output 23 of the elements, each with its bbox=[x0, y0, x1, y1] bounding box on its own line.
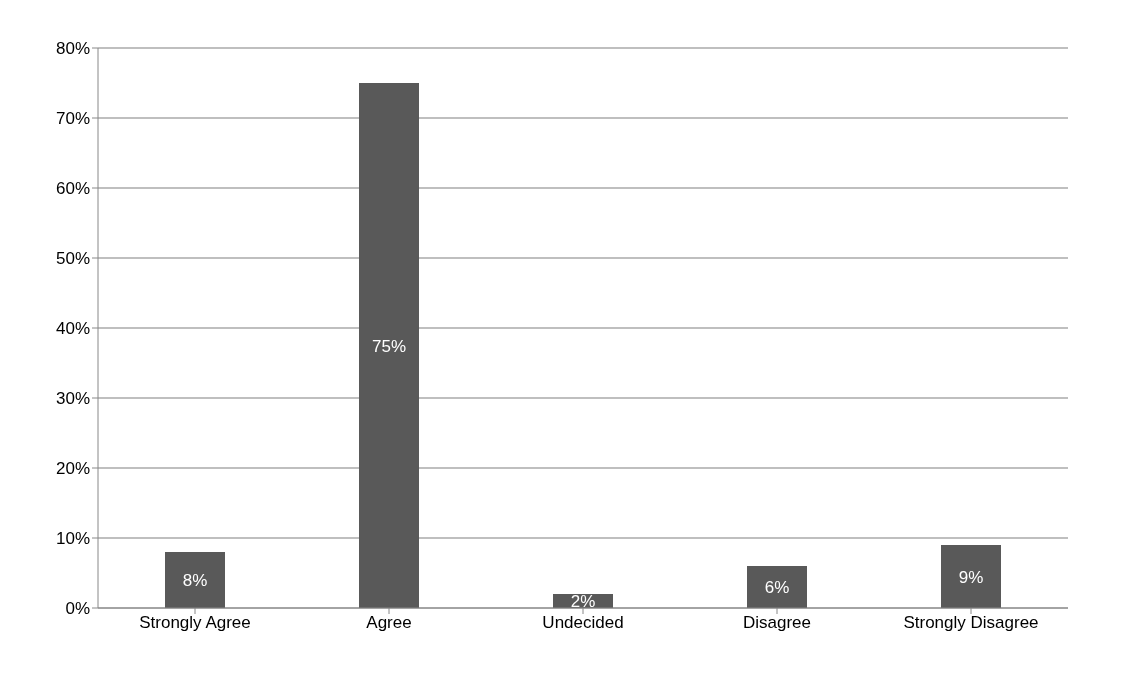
y-tick-label: 50% bbox=[55, 249, 90, 269]
bar bbox=[359, 83, 419, 608]
y-tick-label: 70% bbox=[55, 109, 90, 129]
bar bbox=[941, 545, 1001, 608]
data-label: 8% bbox=[182, 571, 208, 591]
y-tick-label: 10% bbox=[55, 529, 90, 549]
data-label: 75% bbox=[371, 336, 407, 356]
data-label: 6% bbox=[764, 578, 790, 598]
y-tick-label: 0% bbox=[65, 599, 90, 619]
x-tick-label: Agree bbox=[366, 613, 412, 633]
y-tick-label: 60% bbox=[55, 179, 90, 199]
y-tick-label: 40% bbox=[55, 319, 90, 339]
bar bbox=[165, 552, 225, 608]
bar bbox=[747, 566, 807, 608]
x-tick-label: Disagree bbox=[742, 613, 812, 633]
x-tick-label: Undecided bbox=[542, 613, 624, 633]
y-tick-label: 20% bbox=[55, 459, 90, 479]
y-tick-label: 30% bbox=[55, 389, 90, 409]
x-tick-label: Strongly Agree bbox=[139, 613, 251, 633]
x-tick-label: Strongly Disagree bbox=[903, 613, 1039, 633]
data-label: 2% bbox=[570, 592, 596, 612]
y-tick-label: 80% bbox=[55, 39, 90, 59]
data-label: 9% bbox=[958, 567, 984, 587]
